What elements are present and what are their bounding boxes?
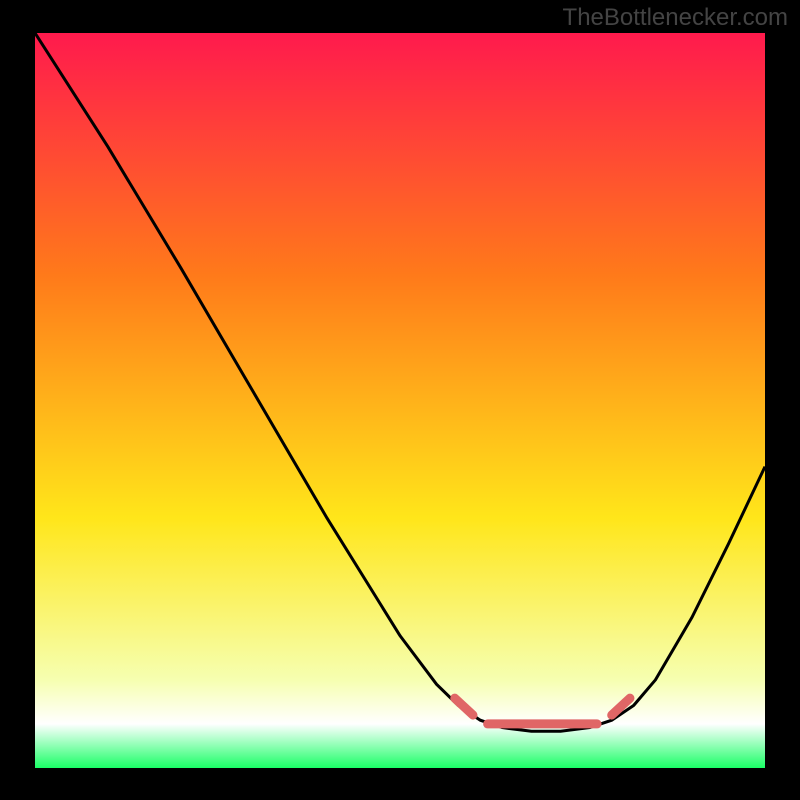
marker-segment	[612, 698, 630, 715]
chart-plot-area	[35, 33, 765, 768]
watermark-text: TheBottlenecker.com	[563, 4, 788, 32]
marker-segment	[455, 698, 473, 715]
chart-svg	[35, 33, 765, 768]
bottleneck-curve	[35, 33, 765, 731]
